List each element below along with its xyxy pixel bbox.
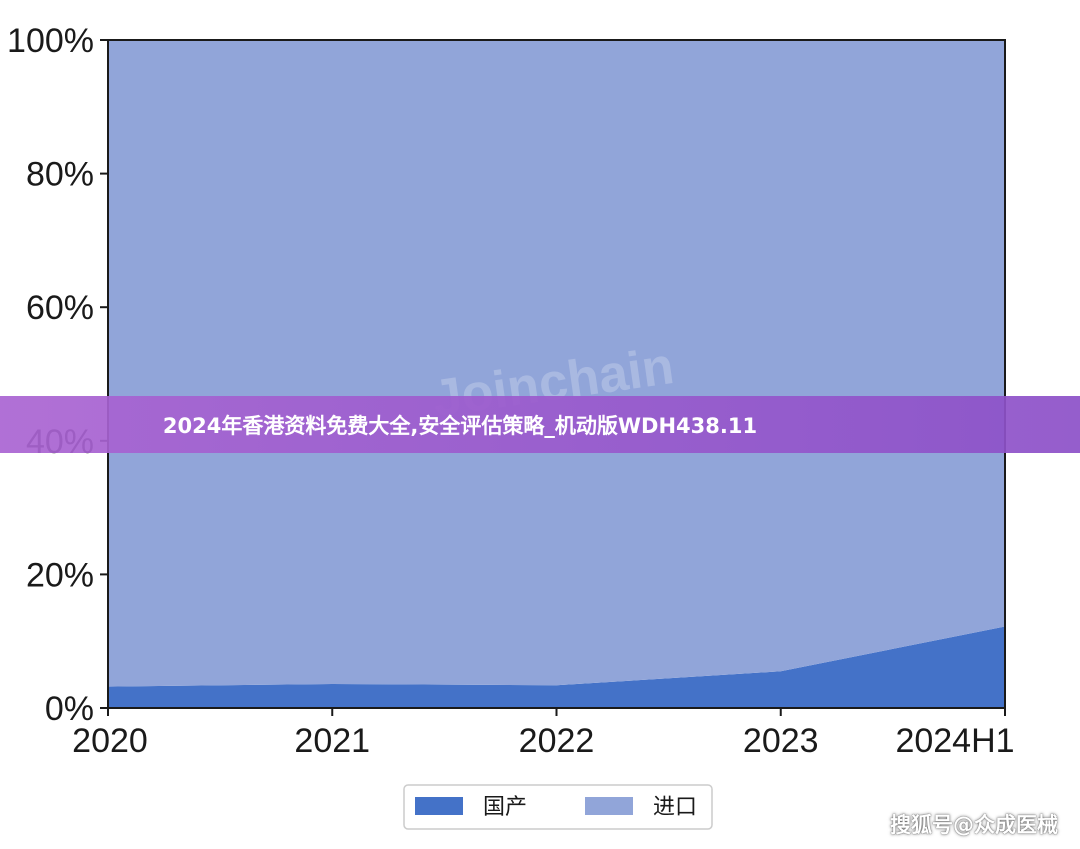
banner-text: 2024年香港资料免费大全,安全评估策略_机动版WDH438.11 [162, 413, 758, 438]
y-tick-label: 60% [26, 289, 94, 327]
x-tick-label: 2020 [72, 722, 148, 760]
x-tick-label: 2023 [743, 722, 819, 760]
y-tick-label: 100% [7, 22, 94, 60]
legend-swatch [585, 797, 633, 815]
area-layer [108, 40, 1005, 708]
y-axis: 0%20%40%60%80%100% [7, 22, 108, 728]
x-axis: 2020 2021 2022 2023 2024H1 [72, 708, 1015, 760]
x-tick-label: 2021 [294, 722, 370, 760]
legend: 国产 进口 [403, 784, 713, 830]
legend-label: 进口 [653, 795, 697, 820]
legend-label: 国产 [483, 795, 527, 820]
x-tick-label: 2024H1 [895, 722, 1014, 760]
title-banner: 2024年香港资料免费大全,安全评估策略_机动版WDH438.11 [0, 396, 1080, 453]
area-series-domestic [108, 626, 1005, 708]
y-tick-label: 20% [26, 556, 94, 594]
y-tick-label: 0% [45, 690, 94, 728]
source-credit: 搜狐号@众成医械 [890, 813, 1058, 837]
x-tick-label: 2022 [519, 722, 595, 760]
area-series-imported [108, 40, 1005, 687]
legend-frame [403, 784, 713, 830]
legend-swatch [415, 797, 463, 815]
y-tick-label: 80% [26, 156, 94, 194]
